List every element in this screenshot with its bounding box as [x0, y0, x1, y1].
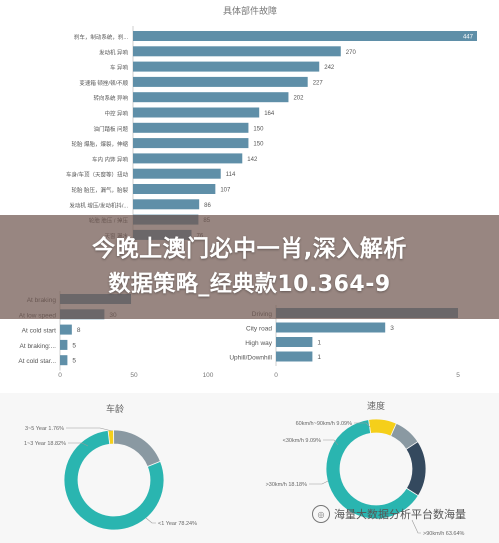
- main-data-label: 114: [226, 172, 236, 178]
- main-category-label: 油门踏板 问题: [93, 125, 128, 133]
- road-category-label: Uphill/Downhill: [229, 355, 272, 362]
- ambient-category-label: At braking:...: [20, 343, 57, 350]
- road-x-tick: 5: [456, 372, 460, 379]
- donut-slice: [63, 429, 165, 531]
- main-data-label: 150: [253, 126, 264, 132]
- donut-data-label: 1~3 Year 18.82%: [24, 441, 66, 447]
- donut-data-label: <1 Year 78.24%: [158, 521, 197, 527]
- watermark: ◎ 海量大数据分析平台数海量: [312, 505, 466, 523]
- road-data-label: 1: [317, 340, 321, 347]
- main-data-label: 447: [463, 35, 474, 41]
- main-bar: [133, 76, 308, 87]
- road-category-label: City road: [246, 326, 272, 333]
- main-data-label: 227: [313, 80, 324, 86]
- donut-title-age: 车龄: [106, 403, 124, 414]
- ambient-x-tick: 100: [203, 372, 214, 379]
- main-category-label: 转向系统 异响: [93, 94, 128, 102]
- donut-data-label: 60km/h~90km/h 9.09%: [296, 421, 353, 427]
- main-category-label: 轮胎 爆胎，爆裂，伸缩: [71, 140, 128, 148]
- main-data-label: 86: [204, 203, 211, 209]
- main-bar: [133, 122, 249, 133]
- donut-leader-line: [323, 439, 339, 446]
- main-category-label: 车身/车顶（天窗等）扭动: [66, 171, 129, 179]
- donut-speed: 60km/h~90km/h 9.09% <30km/h 9.09% >30km/h …: [266, 418, 465, 537]
- ambient-bar: [60, 355, 68, 366]
- donut-leader-line: [66, 427, 113, 432]
- main-category-label: 发动机 增压/发动机抖/...: [69, 201, 128, 209]
- main-data-label: 107: [220, 188, 231, 194]
- road-category-label: High way: [245, 340, 272, 347]
- ambient-bar: [60, 324, 72, 335]
- headline-line-2: 数据策略_经典款10.364-9: [108, 272, 391, 297]
- main-category-label: 车内 内饰 异响: [92, 155, 129, 163]
- main-bar: [133, 138, 249, 149]
- ambient-category-label: At cold star...: [18, 358, 56, 365]
- main-data-label: 270: [346, 50, 357, 56]
- main-category-label: 发动机 异响: [99, 48, 129, 56]
- main-data-label: 150: [253, 142, 264, 148]
- chart-title: 具体部件故障: [223, 5, 277, 16]
- main-bar: [133, 184, 216, 194]
- main-category-label: 中控 异响: [104, 110, 128, 118]
- main-bar: [133, 31, 477, 41]
- main-data-label: 242: [324, 65, 335, 71]
- ambient-data-label: 8: [77, 327, 81, 334]
- road-bar: [276, 351, 313, 362]
- ambient-data-label: 5: [72, 358, 76, 365]
- donut-leader-line: [309, 480, 329, 485]
- main-bar: [133, 168, 221, 179]
- main-category-label: 变速箱 顿挫/顿/不顺: [79, 79, 128, 87]
- wechat-logo-icon: ◎: [312, 505, 330, 523]
- ambient-x-tick: 0: [58, 372, 62, 379]
- donut-data-label: 3~5 Year 1.76%: [25, 426, 64, 432]
- ambient-data-label: 5: [72, 342, 76, 349]
- main-bar: [133, 107, 260, 118]
- watermark-text: 海量大数据分析平台数海量: [334, 509, 466, 521]
- donut-data-label: >90km/h 63.64%: [423, 531, 465, 537]
- main-data-label: 142: [247, 157, 258, 163]
- donut-leader-line: [68, 442, 89, 447]
- donut-leader-line: [145, 517, 156, 524]
- headline-line-1: 今晚上澳门必中一肖,深入解析: [92, 236, 407, 262]
- road-data-label: 1: [317, 354, 321, 361]
- bar-chart-card: [0, 0, 499, 393]
- road-x-tick: 0: [274, 372, 278, 379]
- headline-overlay: 今晚上澳门必中一肖,深入解析 数据策略_经典款10.364-9: [0, 215, 499, 319]
- road-data-label: 3: [390, 325, 394, 332]
- donut-data-label: >30km/h 18.18%: [266, 482, 308, 488]
- main-bar: [133, 199, 200, 210]
- donut-leader-line: [354, 422, 371, 428]
- main-category-label: 刹车，制动系统，刹...: [74, 33, 129, 41]
- road-bar: [276, 337, 313, 347]
- main-data-label: 164: [264, 111, 275, 117]
- road-bar: [276, 322, 386, 333]
- donut-slice: [325, 419, 419, 520]
- donut-title-speed: 速度: [367, 400, 385, 411]
- main-data-label: 202: [293, 96, 304, 102]
- donut-leader-line: [411, 519, 421, 534]
- donut-age: 3~5 Year 1.76% 1~3 Year 18.82% <1 Year 78.…: [24, 426, 197, 531]
- main-bar: [133, 153, 243, 164]
- ambient-bar: [60, 339, 68, 350]
- main-bar: [133, 92, 289, 103]
- ambient-category-label: At cold start: [22, 328, 57, 335]
- main-category-label: 车 异响: [110, 64, 129, 72]
- main-category-label: 轮胎 胎压，漏气，胎裂: [71, 186, 128, 194]
- donut-data-label: <30km/h 9.09%: [283, 438, 321, 444]
- main-bar: [133, 61, 320, 72]
- main-bar: [133, 46, 341, 57]
- ambient-x-tick: 50: [130, 372, 138, 379]
